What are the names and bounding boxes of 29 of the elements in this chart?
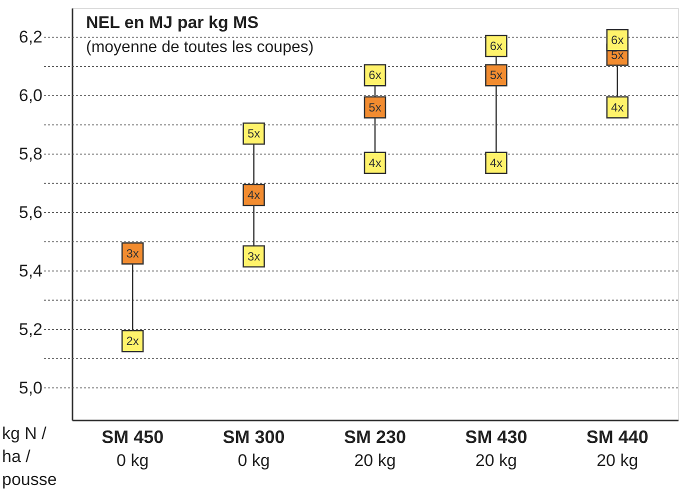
y-tick-label: 5,4	[18, 261, 42, 280]
series-label: 2x	[126, 334, 139, 348]
series-label: 4x	[247, 188, 260, 202]
y-tick-label: 6,0	[18, 86, 42, 106]
text: 5x	[247, 126, 260, 141]
chart-title: NEL en MJ par kg MS	[86, 13, 259, 32]
series-label: 5x	[368, 100, 382, 114]
text: 5x	[611, 48, 624, 62]
y-tick-label: 5,0	[18, 378, 42, 398]
category-label: SM 430 20 kg	[465, 427, 528, 470]
category-label: SM 230 20 kg	[344, 427, 406, 470]
text: 5x	[490, 68, 503, 82]
text: 4x	[490, 156, 503, 170]
category-label: SM 440 20 kg	[586, 427, 648, 470]
x-axis-title: kg N / ha / pousse	[2, 424, 57, 489]
text: (moyenne de toutes les coupes)	[86, 39, 314, 56]
series-label: 3x	[126, 246, 139, 260]
text: 6x	[611, 33, 624, 48]
y-tick-label: 5,6	[18, 203, 42, 222]
text: 3x	[247, 249, 260, 264]
y-tick-label: 5,8	[18, 144, 42, 164]
text: 6x	[490, 38, 503, 53]
category-label: SM 300 0 kg	[222, 427, 285, 470]
text: 4x	[611, 100, 624, 114]
y-tick-label: 5,2	[18, 320, 42, 339]
category-label: SM 450 0 kg	[102, 427, 164, 470]
y-tick-label: 6,2	[18, 28, 42, 47]
series-label: 6x	[368, 68, 382, 82]
text: 4x	[368, 156, 382, 170]
